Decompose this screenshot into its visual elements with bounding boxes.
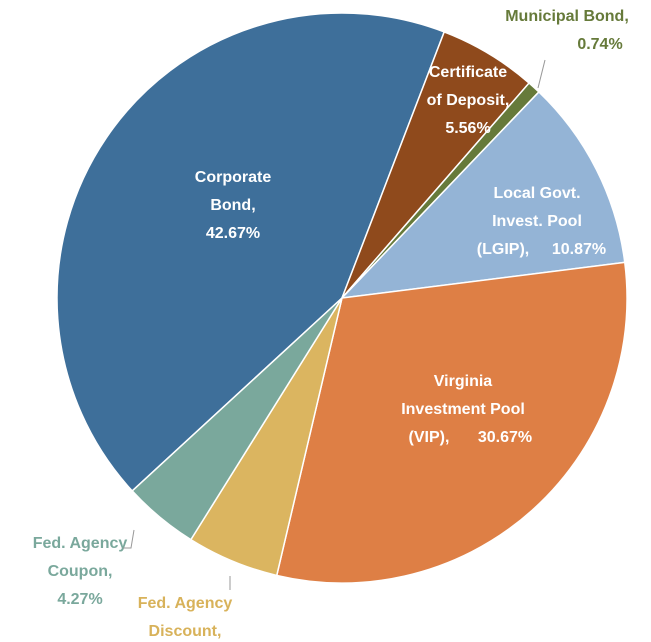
label-line: Fed. Agency <box>33 535 128 552</box>
leader-line <box>537 59 546 89</box>
value-label: 30.67% <box>478 429 532 446</box>
label-line: Fed. Agency <box>138 595 233 612</box>
pie-slice <box>131 297 343 541</box>
label-line: Bond, <box>210 197 255 214</box>
data-label: Certificate of Deposit, 5.56% <box>427 64 510 137</box>
label-line: of Deposit, <box>427 92 510 109</box>
pie-slice <box>56 12 446 492</box>
label-line: Invest. Pool <box>492 213 582 230</box>
label-line: Coupon, <box>48 563 113 580</box>
data-label: Fed. Agency Coupon, 4.27% <box>33 535 128 608</box>
value-label: 0.74% <box>577 36 622 53</box>
leader-line <box>123 529 135 549</box>
data-label: Corporate Bond, 42.67% <box>195 169 272 242</box>
data-label: Virginia Investment Pool (VIP), 30.67% <box>401 373 532 446</box>
label-line: (LGIP), <box>477 241 529 258</box>
value-label: 5.56% <box>445 120 490 137</box>
label-line: Municipal Bond, <box>505 8 629 25</box>
data-label: Municipal Bond, 0.74% <box>505 8 629 53</box>
label-line: Discount, <box>149 623 222 640</box>
data-label: Local Govt. Invest. Pool (LGIP), 10.87% <box>477 185 606 258</box>
value-label: 10.87% <box>552 241 606 258</box>
label-line: Investment Pool <box>401 401 525 418</box>
label-line: Virginia <box>434 373 492 390</box>
value-label: 4.27% <box>57 591 102 608</box>
label-line: Corporate <box>195 169 272 186</box>
value-label: 42.67% <box>206 225 260 242</box>
label-line: Certificate <box>429 64 507 81</box>
pie-slice <box>275 261 628 584</box>
label-line: (VIP), <box>409 429 450 446</box>
label-line: Local Govt. <box>493 185 580 202</box>
pie-slice <box>340 90 626 300</box>
